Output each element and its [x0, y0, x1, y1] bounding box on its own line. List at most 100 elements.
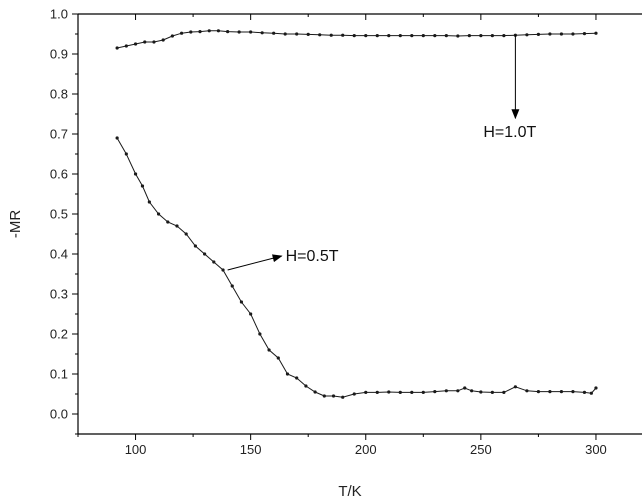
x-tick-label: 250	[470, 442, 492, 457]
annotation-h-1-0t: H=1.0T	[483, 124, 536, 141]
annotation-layer: H=1.0T H=0.5T	[227, 35, 537, 271]
data-point	[198, 30, 202, 34]
data-point	[548, 390, 552, 394]
data-point	[594, 386, 598, 390]
data-point	[193, 244, 198, 248]
data-point	[295, 376, 299, 380]
data-point	[161, 38, 165, 42]
data-point	[421, 34, 425, 38]
data-point	[375, 34, 379, 38]
data-point	[170, 34, 174, 38]
y-tick-label: 0.6	[50, 167, 68, 182]
data-point	[304, 384, 308, 388]
data-point	[140, 184, 145, 188]
data-point	[189, 30, 193, 34]
data-point	[258, 332, 262, 336]
data-point	[490, 390, 494, 394]
data-point	[525, 33, 529, 37]
data-point	[152, 40, 156, 44]
data-point	[239, 300, 244, 304]
data-point	[398, 34, 402, 38]
data-point	[444, 389, 448, 393]
plot-frame: 100 150 200 250 300 0.0 0.1 0.2 0.3 0.4 0.5 0.6 0.7 0…	[50, 7, 642, 457]
data-point	[582, 31, 587, 36]
series-line	[116, 30, 597, 49]
data-point	[322, 394, 326, 398]
data-point	[249, 312, 253, 316]
series-line	[116, 137, 597, 398]
y-tick-label: 0.8	[50, 87, 68, 102]
y-tick-label: 0.2	[50, 327, 68, 342]
data-point	[133, 42, 138, 46]
series-layer	[115, 29, 598, 399]
data-point	[536, 32, 541, 37]
data-point	[341, 395, 345, 399]
data-point	[226, 30, 230, 34]
data-point	[559, 32, 564, 36]
data-point	[502, 390, 506, 394]
data-point	[318, 33, 322, 37]
data-point	[559, 390, 564, 394]
y-tick-label: 0.4	[50, 247, 68, 262]
data-point	[490, 34, 494, 38]
data-point	[433, 390, 437, 394]
data-point	[133, 172, 138, 176]
data-point	[364, 390, 368, 394]
series-2	[115, 136, 598, 399]
data-point	[525, 389, 529, 393]
data-point	[548, 32, 552, 36]
data-point	[124, 152, 128, 156]
data-point	[410, 34, 414, 38]
data-point	[184, 232, 188, 236]
data-point	[203, 252, 207, 256]
data-point	[175, 224, 179, 228]
data-point	[331, 394, 336, 398]
data-point	[410, 390, 414, 394]
data-point	[444, 34, 448, 38]
y-tick-label: 0.7	[50, 127, 68, 142]
data-point	[212, 260, 216, 264]
data-point	[479, 34, 483, 38]
data-point	[582, 390, 587, 394]
data-point	[470, 389, 474, 393]
data-point	[207, 29, 211, 33]
data-point	[115, 136, 119, 140]
data-point	[341, 33, 345, 37]
data-point	[352, 392, 356, 396]
data-point	[375, 390, 379, 394]
data-point	[433, 34, 437, 38]
y-tick-label: 0.9	[50, 47, 68, 62]
data-point	[295, 32, 299, 36]
data-point	[221, 268, 225, 272]
y-tick-label: 1.0	[50, 7, 68, 22]
data-point	[513, 385, 517, 389]
x-axis-title: T/K	[338, 483, 361, 500]
data-point	[272, 31, 276, 35]
data-point	[143, 40, 147, 44]
x-tick-label: 200	[355, 442, 377, 457]
data-point	[156, 212, 161, 216]
data-point	[364, 34, 368, 38]
data-point	[285, 372, 290, 376]
data-point	[216, 29, 221, 33]
data-point	[329, 33, 333, 37]
data-point	[594, 31, 598, 35]
x-tick-label: 150	[240, 442, 262, 457]
y-axis-title: -MR	[7, 210, 24, 238]
data-point	[124, 44, 128, 48]
data-point	[283, 32, 287, 36]
data-point	[479, 390, 483, 394]
y-tick-label: 0.3	[50, 287, 68, 302]
data-point	[589, 391, 593, 395]
data-point	[115, 46, 119, 50]
data-point	[502, 34, 506, 38]
data-point	[463, 386, 467, 390]
data-point	[237, 30, 241, 34]
data-point	[306, 32, 310, 37]
data-point	[398, 390, 402, 394]
y-tick-label: 0.5	[50, 207, 68, 222]
data-point	[571, 390, 575, 394]
data-point	[467, 34, 471, 38]
data-point	[147, 200, 151, 204]
